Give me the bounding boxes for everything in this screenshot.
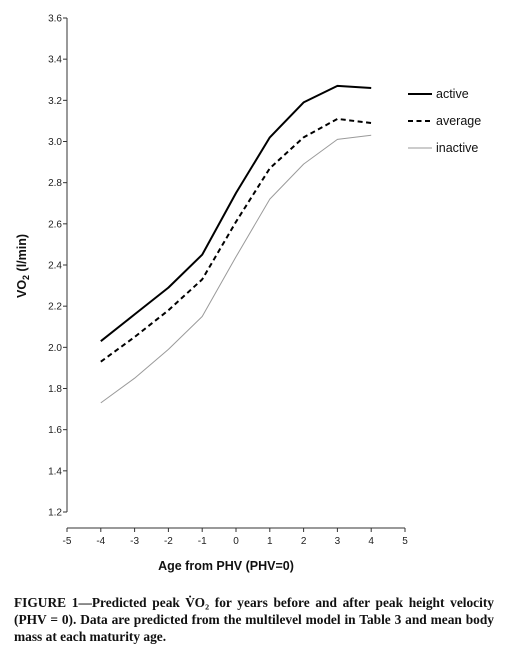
y-axis-title-prefix: VO <box>15 280 29 298</box>
y-tick-label: 1.6 <box>48 425 62 436</box>
y-tick-label: 2.2 <box>48 302 62 313</box>
y-tick-label: 2.4 <box>48 261 62 272</box>
series-lines <box>100 84 372 404</box>
axes <box>66 18 405 529</box>
x-tick-label: -2 <box>164 536 173 547</box>
x-tick-label: -4 <box>96 536 105 547</box>
y-tick-label: 1.4 <box>48 466 62 477</box>
y-axis-title-suffix: (l/min) <box>15 234 29 275</box>
x-axis-title: Age from PHV (PHV=0) <box>158 559 294 573</box>
x-tick-label: -3 <box>130 536 139 547</box>
y-tick-label: 1.8 <box>48 384 62 395</box>
y-tick-label: 3.4 <box>48 55 62 66</box>
y-tick-label: 2.0 <box>48 343 62 354</box>
y-axis-title: VO2 (l/min) <box>15 234 31 298</box>
y-tick-label: 2.8 <box>48 178 62 189</box>
y-axis-ticks: 1.2 1.4 1.6 1.8 2.0 2.2 2.4 2.6 2.8 3.0 3.2 3.4 3.6 <box>48 14 67 519</box>
x-axis-ticks: -5 -4 -3 -2 -1 0 1 2 3 4 5 <box>63 528 408 547</box>
x-tick-label: 3 <box>335 536 341 547</box>
chart: 1.21.41.61.82.02.22.42.62.83.03.23.43.6 … <box>15 14 481 574</box>
legend-label-average: average <box>436 114 481 128</box>
series-line-inactive <box>100 134 372 404</box>
x-tick-label: 1 <box>267 536 273 547</box>
series-line-average <box>100 117 372 363</box>
legend-label-inactive: inactive <box>436 141 478 155</box>
figure-caption: FIGURE 1—Predicted peak V̇O₂ for years b… <box>14 595 494 644</box>
y-axis-title-subscript: 2 <box>21 275 31 280</box>
legend-label-active: active <box>436 87 469 101</box>
y-tick-label: 3.6 <box>48 14 62 25</box>
y-tick-label: 2.6 <box>48 219 62 230</box>
x-tick-label: 0 <box>233 536 239 547</box>
x-tick-label: 4 <box>368 536 374 547</box>
series-line-active <box>100 84 372 342</box>
legend: active average inactive <box>408 87 481 155</box>
y-tick-label: 3.2 <box>48 96 62 107</box>
x-tick-label: 2 <box>301 536 307 547</box>
x-tick-label: -5 <box>63 536 72 547</box>
x-tick-label: -1 <box>198 536 207 547</box>
y-tick-label: 1.2 <box>48 508 62 519</box>
x-tick-label: 5 <box>402 536 408 547</box>
y-tick-label: 3.0 <box>48 137 62 148</box>
